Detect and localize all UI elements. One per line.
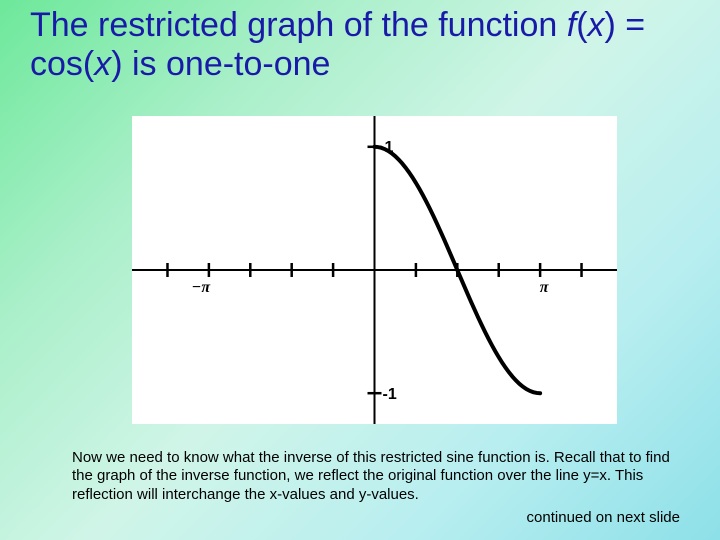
slide-title: The restricted graph of the function f(x… (30, 6, 690, 84)
title-f: f (567, 6, 576, 44)
svg-text:-1: -1 (383, 386, 397, 403)
title-open: ( (576, 6, 587, 44)
title-part-1: The restricted graph of the function (30, 6, 567, 44)
continued-label: continued on next slide (527, 509, 680, 526)
title-x1: x (588, 6, 605, 44)
svg-text:π: π (540, 279, 550, 296)
cosine-chart: 1 -1 −π π (132, 116, 617, 424)
svg-text:−π: −π (192, 279, 212, 296)
svg-text:1: 1 (385, 139, 394, 156)
title-x2: x (94, 45, 111, 83)
body-paragraph: Now we need to know what the inverse of … (72, 449, 684, 504)
title-end: ) is one-to-one (111, 45, 330, 83)
